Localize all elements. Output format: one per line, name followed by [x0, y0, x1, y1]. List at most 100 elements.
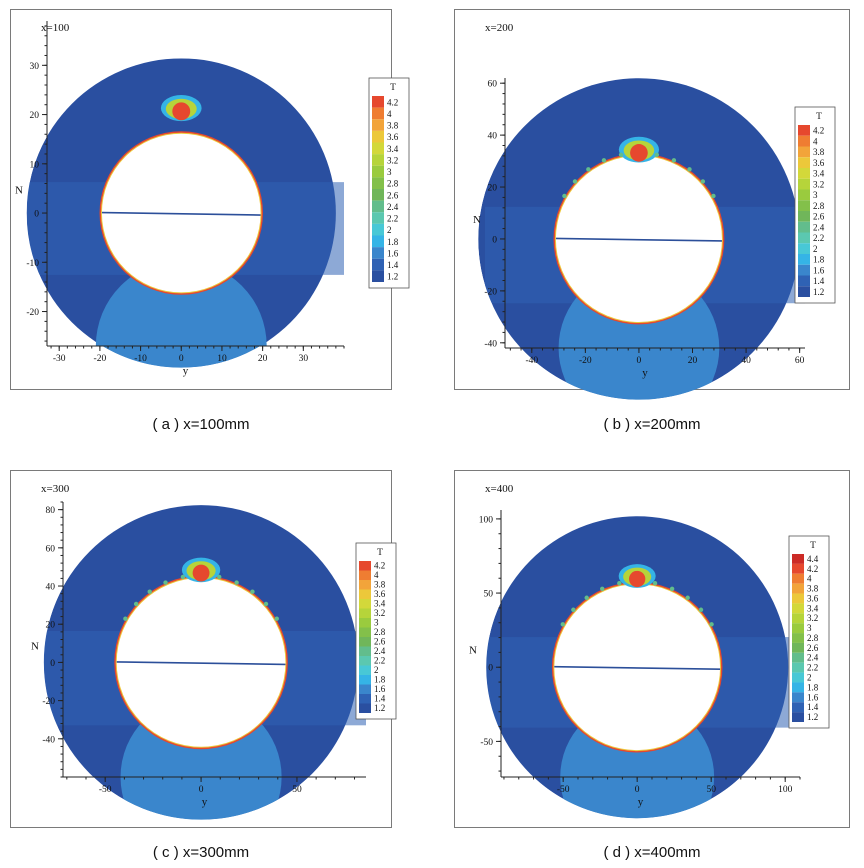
- legend-swatch: [792, 642, 804, 653]
- caption-a: ( a ) x=100mm: [152, 416, 250, 433]
- panel-label: x=200: [485, 22, 514, 34]
- legend-label: 1.8: [813, 255, 825, 265]
- legend-swatch: [792, 662, 804, 673]
- x-tick-label: 0: [199, 785, 204, 795]
- legend-swatch: [798, 275, 810, 287]
- legend-label: 1.8: [387, 237, 399, 247]
- panel-label: x=300: [41, 483, 70, 495]
- y-tick-label: -20: [26, 308, 39, 318]
- legend-swatch: [372, 235, 384, 248]
- caption-c: ( c ) x=300mm: [152, 844, 250, 861]
- legend-label: 4: [387, 109, 392, 119]
- legend: T 4.243.83.63.43.232.82.62.42.221.81.61.4…: [355, 542, 397, 720]
- legend-swatch: [372, 258, 384, 271]
- y-tick-label: 20: [488, 184, 498, 194]
- x-tick-label: -50: [99, 785, 112, 795]
- legend-label: 2.4: [813, 222, 825, 232]
- legend-title: T: [377, 548, 383, 558]
- legend-label: 2.2: [374, 656, 385, 666]
- legend-swatch: [792, 682, 804, 693]
- legend-swatch: [372, 270, 384, 282]
- legend-swatch: [798, 221, 810, 233]
- rim-spot: [618, 152, 624, 158]
- legend-swatch: [359, 608, 371, 618]
- rim-spot: [217, 574, 222, 580]
- legend-swatch: [359, 561, 371, 571]
- legend-swatch: [372, 212, 384, 224]
- legend-label: 2.6: [807, 643, 819, 653]
- legend-label: 2.4: [807, 653, 819, 663]
- rim-spot: [617, 581, 622, 586]
- legend-swatch: [792, 623, 804, 634]
- legend-label: 3.8: [374, 580, 386, 590]
- legend-label: 3.4: [374, 599, 386, 609]
- y-tick-label: 20: [30, 111, 40, 121]
- y-axis-label: N: [31, 641, 39, 653]
- legend-label: 1.6: [813, 265, 825, 275]
- x-tick-label: -30: [53, 354, 66, 364]
- y-tick-label: 0: [492, 235, 497, 245]
- y-tick-label: 0: [488, 664, 493, 674]
- rim-spot: [123, 616, 128, 621]
- legend-label: 1.2: [374, 703, 385, 713]
- legend-title: T: [390, 83, 396, 93]
- legend-swatch: [372, 189, 384, 201]
- rim-spot: [711, 193, 716, 199]
- legend-label: 1.2: [813, 287, 824, 297]
- legend-label: 4: [813, 136, 818, 146]
- legend-title: T: [816, 112, 822, 122]
- legend-label: 3: [807, 623, 812, 633]
- rim-spot: [263, 601, 269, 607]
- rim-spot: [669, 586, 675, 591]
- legend-label: 2.8: [813, 201, 825, 211]
- rim-spot: [274, 616, 279, 621]
- legend-swatch: [359, 627, 371, 637]
- y-tick-label: 100: [479, 515, 494, 525]
- rim-spot: [600, 586, 605, 591]
- legend-swatch: [372, 200, 384, 213]
- x-tick-label: 50: [292, 785, 302, 795]
- legend-swatch: [359, 580, 371, 590]
- legend-label: 1.4: [387, 260, 399, 270]
- x-tick-label: 100: [778, 785, 793, 795]
- rim-spot: [562, 193, 567, 199]
- legend-label: 2: [374, 665, 379, 675]
- panel-label: x=100: [41, 22, 70, 34]
- centerline: [554, 665, 721, 671]
- x-axis-label: y: [183, 365, 189, 377]
- legend-swatch: [798, 157, 810, 168]
- legend-swatch: [798, 200, 810, 211]
- y-axis-label: N: [15, 185, 23, 197]
- legend-swatch: [792, 583, 804, 594]
- rim-spot: [698, 607, 704, 612]
- legend-label: 1.4: [813, 276, 825, 286]
- rim-spot: [133, 601, 139, 607]
- y-tick-label: 60: [488, 80, 498, 90]
- legend-swatch: [798, 243, 810, 254]
- legend-swatch: [792, 633, 804, 643]
- rim-spot: [584, 595, 589, 600]
- legend-label: 1.2: [807, 712, 818, 722]
- legend-label: 2.6: [813, 212, 825, 222]
- legend-swatch: [359, 703, 371, 713]
- legend-swatch: [798, 254, 810, 265]
- x-tick-label: 10: [217, 354, 227, 364]
- legend-swatch: [792, 573, 804, 584]
- rim-spot: [560, 622, 565, 627]
- rim-spot: [709, 622, 714, 627]
- rim-spot: [671, 158, 677, 163]
- legend-label: 2: [387, 225, 392, 235]
- legend-label: 2.4: [387, 202, 399, 212]
- legend-label: 4.2: [813, 126, 824, 136]
- legend-swatch: [372, 247, 384, 259]
- legend-label: 1.4: [374, 694, 386, 704]
- rim-spot: [687, 167, 692, 172]
- rim-spot: [652, 581, 658, 586]
- legend-label: 1.4: [807, 702, 819, 712]
- legend-label: 1.8: [807, 682, 819, 692]
- y-axis-label: N: [469, 645, 477, 657]
- legend-label: 2.6: [374, 637, 386, 647]
